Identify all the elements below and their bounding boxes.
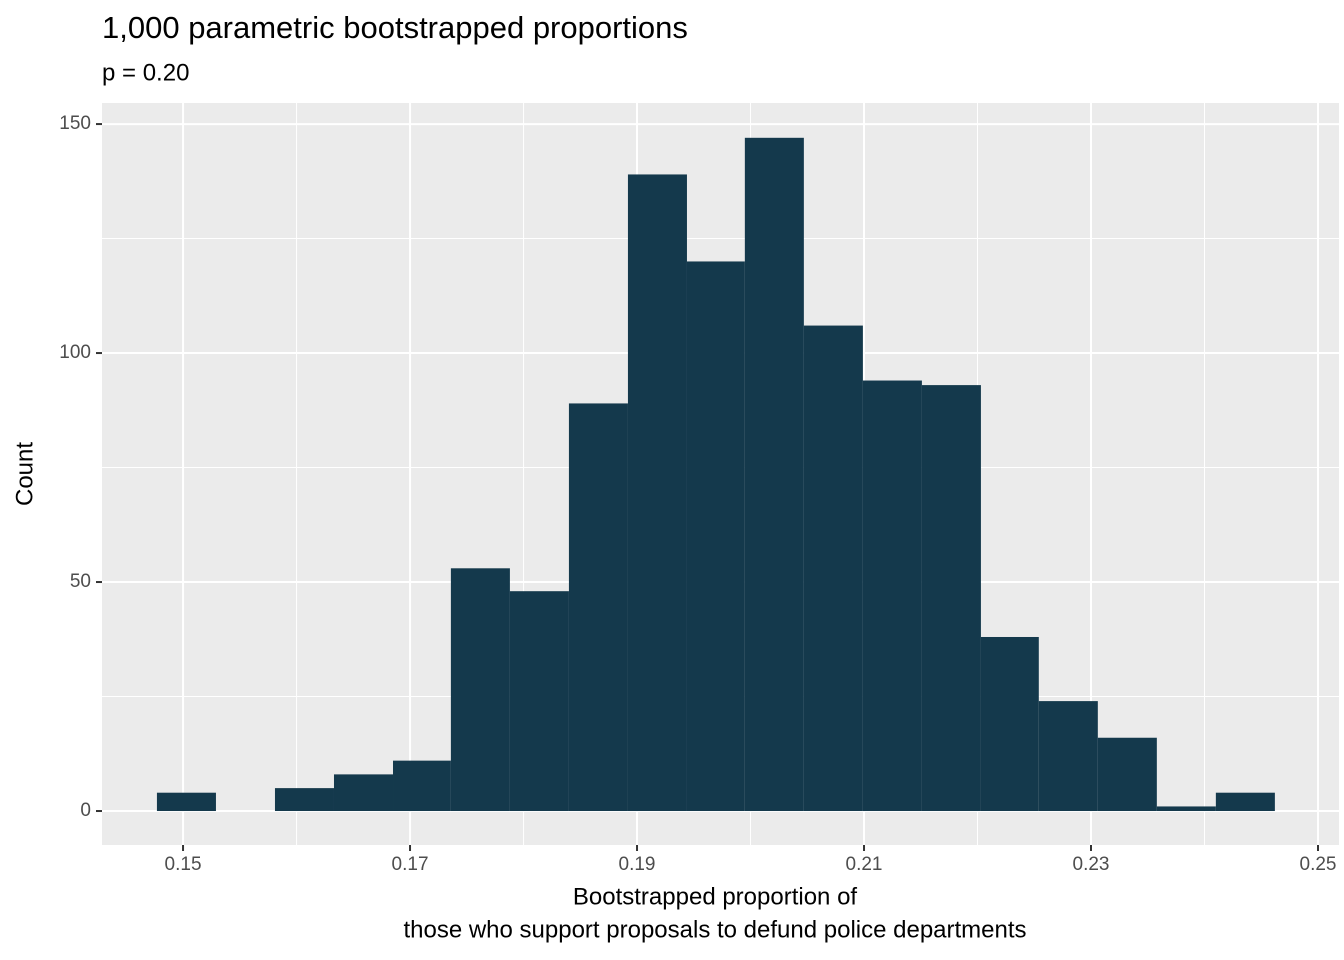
bar — [1156, 806, 1216, 812]
bar — [1097, 737, 1157, 812]
chart-subtitle: p = 0.20 — [102, 59, 189, 86]
x-axis-title: those who support proposals to defund po… — [403, 916, 1026, 943]
bar — [627, 174, 687, 812]
x-tick-label: 0.21 — [846, 854, 883, 875]
x-tick-label: 0.25 — [1300, 854, 1337, 875]
x-tick-label: 0.17 — [392, 854, 429, 875]
bar — [568, 403, 628, 812]
x-tick-label: 0.19 — [619, 854, 656, 875]
y-tick-label: 50 — [70, 571, 91, 592]
bar — [803, 325, 863, 812]
y-tick-label: 100 — [59, 342, 91, 363]
bar — [333, 774, 394, 812]
bar — [744, 137, 804, 812]
x-tick-label: 0.15 — [165, 854, 202, 875]
bar — [450, 568, 510, 812]
chart-title: 1,000 parametric bootstrapped proportion… — [102, 10, 688, 45]
y-tick-label: 150 — [59, 113, 91, 134]
y-tick-label: 0 — [80, 800, 91, 821]
bar — [509, 591, 569, 812]
bar — [862, 380, 922, 812]
bar — [980, 636, 1039, 812]
y-axis-title: Count — [11, 442, 38, 506]
bar — [274, 788, 334, 812]
bar — [1215, 792, 1275, 812]
bar — [1038, 701, 1098, 812]
bar — [686, 261, 745, 812]
bar — [921, 385, 981, 812]
x-tick-label: 0.23 — [1073, 854, 1110, 875]
x-axis-title: Bootstrapped proportion of — [573, 883, 858, 910]
bar — [156, 792, 216, 812]
bar — [393, 760, 451, 812]
